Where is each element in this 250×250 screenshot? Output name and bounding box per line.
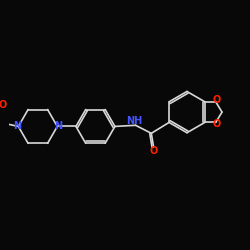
Text: N: N	[13, 122, 21, 132]
Text: O: O	[0, 100, 7, 110]
Text: NH: NH	[126, 116, 142, 126]
Text: O: O	[213, 119, 221, 129]
Text: O: O	[213, 95, 221, 105]
Text: O: O	[150, 146, 158, 156]
Text: N: N	[54, 122, 62, 132]
